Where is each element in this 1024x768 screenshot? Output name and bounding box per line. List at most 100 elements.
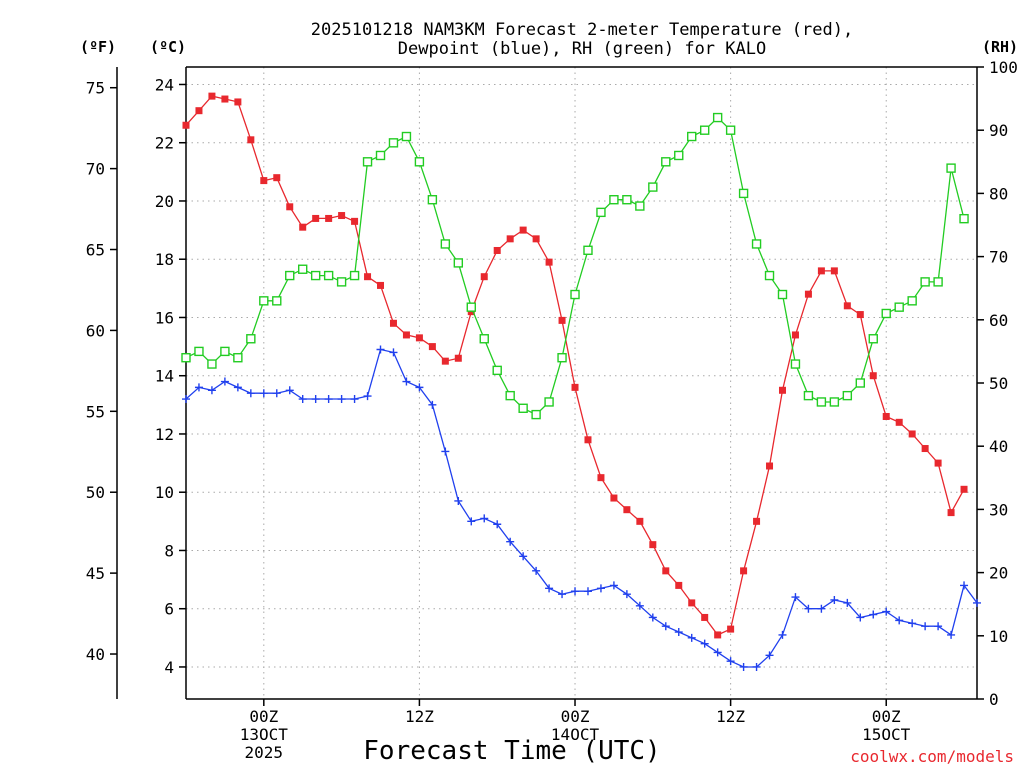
celsius-tick-label-6: 6 <box>164 600 174 619</box>
celsius-tick-label-18: 18 <box>155 250 174 269</box>
rh-point <box>570 289 580 300</box>
rh-point <box>375 150 386 161</box>
rh-point <box>298 264 308 274</box>
dewpoint-point <box>882 607 891 616</box>
temperature-point <box>273 174 281 182</box>
dewpoint-point <box>687 633 696 642</box>
chart-title-line-1: 2025101218 NAM3KM Forecast 2-meter Tempe… <box>311 20 853 40</box>
dewpoint-point <box>908 619 917 628</box>
temperature-point <box>636 517 644 525</box>
rh-point <box>388 138 399 148</box>
rh-point <box>336 277 347 287</box>
dewpoint-point <box>337 395 346 404</box>
dewpoint-point <box>895 616 904 625</box>
fahrenheit-tick-label-75: 75 <box>86 79 105 98</box>
dewpoint-point <box>661 622 670 631</box>
temperature-point <box>610 494 618 502</box>
temperature-point <box>247 136 255 144</box>
dewpoint-point <box>713 648 722 657</box>
temperature-point <box>286 203 294 211</box>
rh-point <box>220 346 230 357</box>
dewpoint-point <box>363 392 372 401</box>
temperature-point <box>740 567 748 575</box>
temperature-point <box>662 567 670 575</box>
rh-point <box>427 195 438 205</box>
rh-point <box>881 308 891 319</box>
temperature-point <box>882 412 890 420</box>
temperature-point <box>221 95 229 103</box>
dewpoint-point <box>934 622 943 631</box>
temperature-point <box>506 235 514 243</box>
rh-point <box>583 245 593 255</box>
temperature-point <box>960 485 968 493</box>
temperature-point <box>701 613 709 621</box>
rh-point <box>959 213 969 224</box>
rh-point <box>868 334 878 344</box>
temperature-point <box>753 517 761 525</box>
rh-tick-label-20: 20 <box>989 564 1008 583</box>
dewpoint-point <box>402 377 411 386</box>
rh-point <box>479 334 489 344</box>
dewpoint-point <box>376 345 385 354</box>
temperature-point <box>454 354 462 362</box>
temperature-point <box>778 386 786 394</box>
temperature-point <box>791 331 799 339</box>
dewpoint-series <box>182 345 981 671</box>
dewpoint-point <box>428 400 437 409</box>
temperature-point <box>908 430 916 438</box>
dewpoint-point <box>207 386 216 395</box>
rh-point <box>855 378 865 388</box>
temperature-point <box>714 631 722 639</box>
dewpoint-point <box>765 651 774 660</box>
temperature-point <box>895 418 903 426</box>
rh-point <box>492 365 502 376</box>
rh-point <box>790 359 801 369</box>
rh-tick-label-100: 100 <box>989 58 1018 77</box>
rh-point <box>816 397 827 407</box>
x-tick-label-6h-1: 13OCT <box>240 725 289 744</box>
rh-tick-label-90: 90 <box>989 121 1008 140</box>
temperature-point <box>195 107 203 115</box>
rh-point <box>687 131 697 142</box>
rh-point <box>440 239 451 249</box>
rh-tick-label-50: 50 <box>989 374 1008 393</box>
rh-point <box>661 157 671 167</box>
temperature-point <box>351 217 359 225</box>
rh-tick-label-60: 60 <box>989 311 1008 330</box>
rh-point <box>609 195 619 205</box>
temperature-series <box>182 92 968 639</box>
dewpoint-point <box>609 581 618 590</box>
dewpoint-point <box>856 613 865 622</box>
dewpoint-point <box>558 590 567 599</box>
dewpoint-point <box>285 386 294 395</box>
rh-point <box>233 353 243 363</box>
temperature-point <box>766 462 774 470</box>
rh-point <box>453 258 464 268</box>
gridlines <box>186 67 977 699</box>
rh-point <box>181 353 191 363</box>
fahrenheit-tick-label-50: 50 <box>86 483 105 502</box>
rh-point <box>323 270 334 281</box>
celsius-tick-label-4: 4 <box>164 658 174 677</box>
celsius-tick-label-22: 22 <box>155 134 174 153</box>
rh-tick-label-10: 10 <box>989 627 1008 646</box>
dewpoint-point <box>973 598 981 607</box>
x-tick-label-30h-1: 14OCT <box>551 725 600 744</box>
temperature-point <box>377 281 385 289</box>
dewpoint-point <box>233 383 242 392</box>
chart-title-line-2: Dewpoint (blue), RH (green) for KALO <box>398 39 766 59</box>
rh-point <box>946 163 956 173</box>
dewpoint-point <box>272 389 281 398</box>
fahrenheit-tick-label-70: 70 <box>86 160 105 179</box>
rh-point <box>362 157 373 167</box>
dewpoint-point <box>960 581 969 590</box>
fahrenheit-tick-label-55: 55 <box>86 402 105 421</box>
rh-point <box>751 239 762 249</box>
dewpoint-point <box>817 604 826 613</box>
series-layer <box>181 92 981 671</box>
rh-tick-label-70: 70 <box>989 248 1008 267</box>
fahrenheit-tick-label-60: 60 <box>86 321 105 340</box>
dewpoint-point <box>674 628 683 637</box>
x-tick-label-18h-0: 12Z <box>405 707 434 726</box>
rh-point <box>544 397 554 407</box>
